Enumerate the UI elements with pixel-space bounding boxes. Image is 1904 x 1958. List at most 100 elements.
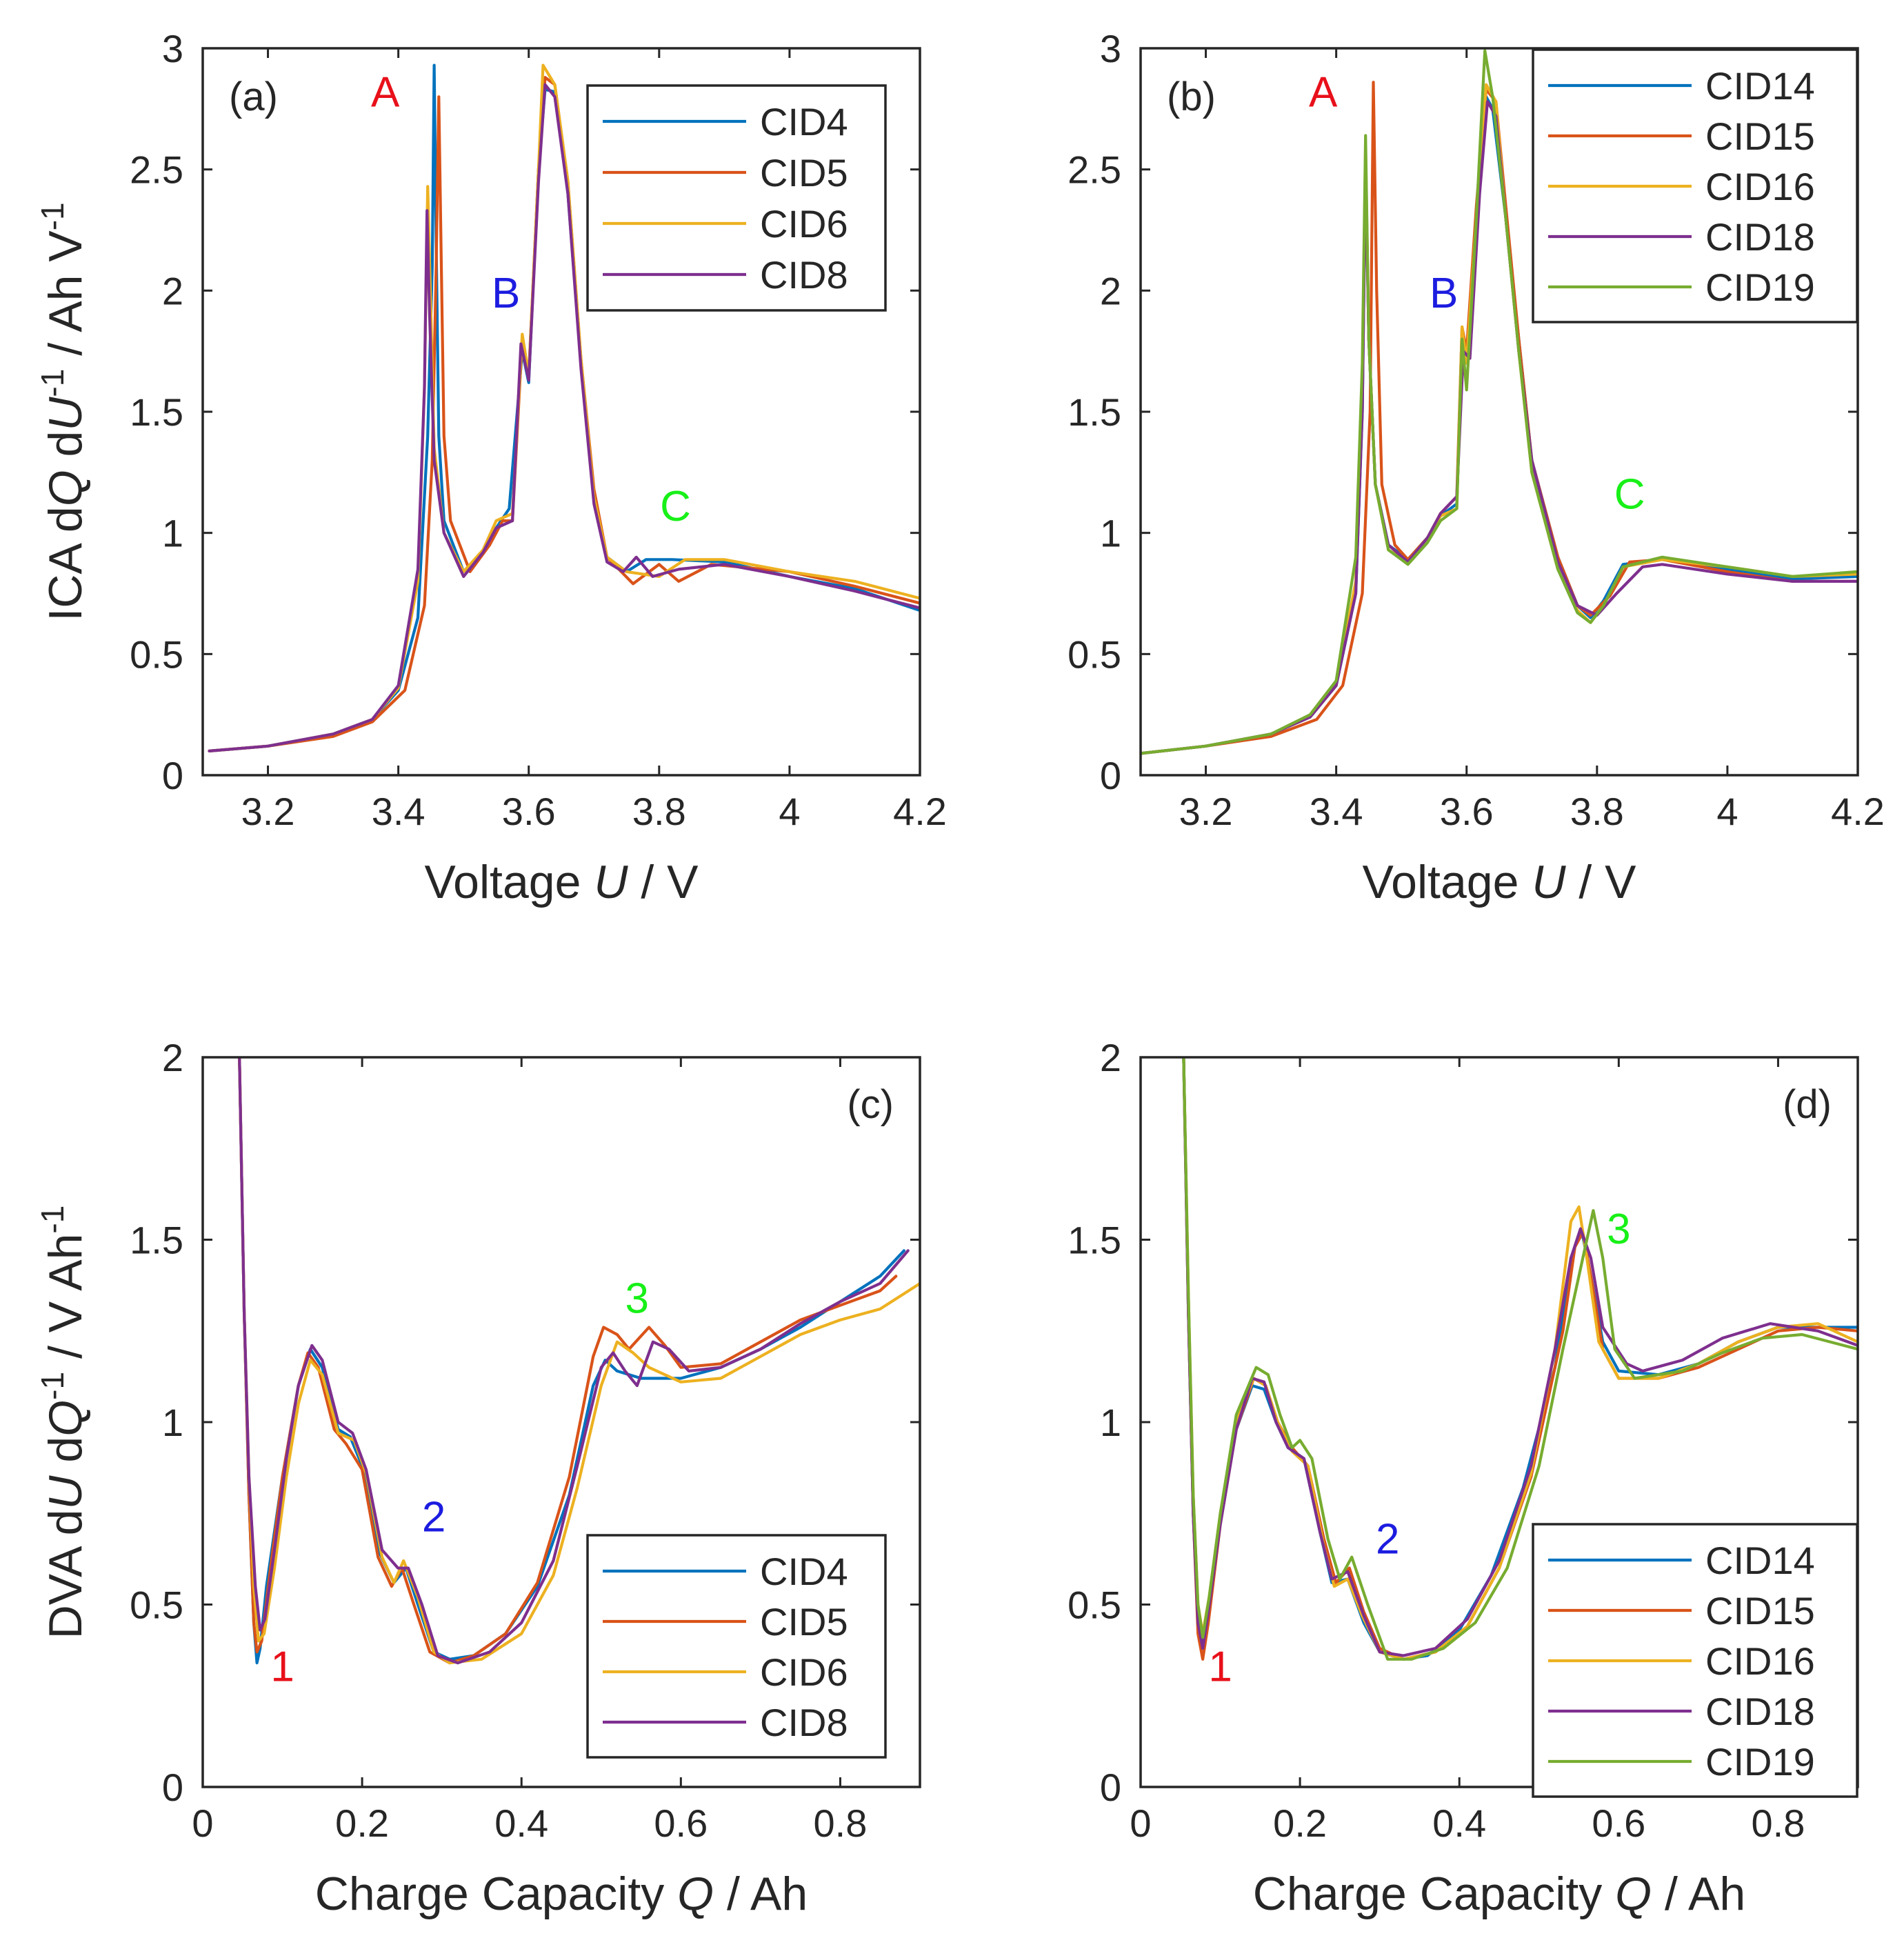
panel-b-legend-label: CID16 [1705,165,1815,208]
panel-d-ytick-label: 0.5 [1068,1584,1121,1627]
panel-a-xtick-label: 3.4 [372,790,425,833]
panel-d-legend-label: CID16 [1705,1639,1815,1683]
panel-d-ytick-label: 2 [1100,1036,1121,1079]
panel-c-series-cid8 [238,1057,910,1665]
panel-d-xtick-label: 0 [1130,1801,1151,1845]
panel-c-legend: CID4 CID5 CID6 CID8 [586,1534,887,1759]
panel-d-xtick-label: 0.4 [1432,1801,1486,1845]
panel-d-legend: CID14 CID15 CID16 CID18 CID19 [1532,1523,1858,1798]
panel-b: 3.2 3.4 3.6 3.8 4 4.2 0 0.5 1 1.5 2 2.5 3 Voltage U /… [1068,27,1885,908]
panel-b-xtick-label: 4 [1716,790,1738,833]
panel-c-ytick-label: 1.5 [130,1219,183,1262]
panel-a-annotation-a: A [371,68,400,116]
panel-b-xtick-label: 4.2 [1831,790,1885,833]
panel-d-annotation-3: 3 [1607,1206,1630,1253]
panel-a-xtick-label: 3.6 [502,790,556,833]
panel-c-xtick-label: 0.8 [814,1801,868,1845]
panel-a-xlabel: Voltage U / V [425,856,699,908]
panel-a-legend-box [586,84,887,312]
panel-b-panel-label: (b) [1167,74,1216,119]
panel-b-annotation-a: A [1309,68,1338,116]
panel-a-ytick-label: 1 [162,512,183,555]
panel-d-xtick-label: 0.8 [1752,1801,1805,1845]
panel-b-annotation-c: C [1614,471,1645,519]
panel-c-xtick-label: 0.2 [335,1801,389,1845]
panel-d-panel-label: (d) [1783,1082,1832,1127]
panel-b-xtick-label: 3.2 [1179,790,1233,833]
panel-c-annotation-3: 3 [625,1275,649,1322]
panel-a-ytick-label: 1.5 [130,390,183,434]
panel-a-legend-label: CID4 [760,100,848,143]
panel-b-ytick-label: 1 [1100,512,1121,555]
panel-c-xtick-label: 0.6 [654,1801,708,1845]
panel-b-xtick-label: 3.8 [1570,790,1624,833]
panel-b-legend-label: CID19 [1705,266,1815,309]
panel-c-legend-label: CID8 [760,1701,848,1744]
panel-d-ytick-label: 1.5 [1068,1219,1121,1262]
panel-d-ytick-label: 1 [1100,1401,1121,1444]
panel-a-ytick-label: 3 [162,27,183,70]
panel-d-xlabel: Charge Capacity Q / Ah [1253,1868,1745,1920]
panel-c-ylabel: DVA dU dQ-1 / V Ah-1 [34,1206,92,1639]
panel-c-legend-label: CID4 [760,1550,848,1593]
panel-d-xtick-label: 0.6 [1592,1801,1645,1845]
panel-c-xtick-label: 0 [192,1801,213,1845]
panel-a-annotation-b: B [492,270,520,317]
panel-a-panel-label: (a) [229,74,278,119]
panel-c-annotation-1: 1 [270,1644,294,1691]
panel-c-xlabel: Charge Capacity Q / Ah [315,1868,808,1920]
panel-d-legend-label: CID18 [1705,1690,1815,1733]
panel-b-ytick-label: 0 [1100,754,1121,797]
panel-b-ytick-label: 1.5 [1068,390,1121,434]
panel-a: 3.2 3.4 3.6 3.8 4 4.2 0 0.5 1 1.5 2 2.5 3 Voltage U /… [34,27,947,908]
panel-c-legend-label: CID5 [760,1600,848,1644]
panel-b-legend-label: CID18 [1705,215,1815,259]
panel-b-ytick-label: 2.5 [1068,148,1121,192]
panel-a-xtick-label: 3.2 [241,790,295,833]
panel-b-legend-label: CID14 [1705,64,1815,108]
panel-a-legend-label: CID6 [760,202,848,246]
panel-c-ytick-label: 2 [162,1036,183,1079]
panel-a-annotation-c: C [660,483,691,530]
panel-b-xlabel: Voltage U / V [1363,856,1637,908]
panel-a-xtick-label: 4 [779,790,800,833]
panel-a-series-cid6 [208,63,920,752]
panel-a-xtick-label: 4.2 [893,790,947,833]
panel-d-series-cid19 [1182,1057,1858,1661]
panel-c: 0 0.2 0.4 0.6 0.8 0 0.5 1 1.5 2 Charge Capacity Q … [34,1036,921,1920]
panel-c-ytick-label: 1 [162,1401,183,1444]
panel-d-legend-label: CID14 [1705,1539,1815,1582]
panel-a-ylabel: ICA dQ dU-1 / Ah V-1 [34,202,92,621]
panel-a-ytick-label: 0 [162,754,183,797]
panel-c-xtick-label: 0.4 [494,1801,548,1845]
panel-b-ytick-label: 2 [1100,269,1121,312]
panel-d-xtick-label: 0.2 [1273,1801,1327,1845]
panel-b-legend-label: CID15 [1705,114,1815,158]
panel-a-ytick-label: 2.5 [130,148,183,192]
panel-b-xtick-label: 3.6 [1440,790,1494,833]
panel-b-ytick-label: 3 [1100,27,1121,70]
panel-d-legend-label: CID15 [1705,1589,1815,1632]
panel-c-annotation-2: 2 [422,1494,445,1541]
panel-a-legend-label: CID8 [760,253,848,297]
panel-b-series-cid18 [1141,100,1858,755]
panel-c-legend-label: CID6 [760,1650,848,1694]
panel-d-annotation-2: 2 [1376,1515,1399,1563]
panel-d-ytick-label: 0 [1100,1766,1121,1809]
panel-b-legend: CID14 CID15 CID16 CID18 CID19 [1532,48,1858,323]
panel-a-xtick-label: 3.8 [632,790,686,833]
panel-d-annotation-1: 1 [1208,1644,1232,1691]
panel-c-ytick-label: 0 [162,1766,183,1809]
panel-a-ytick-label: 0.5 [130,632,183,676]
panel-a-legend: CID4 CID5 CID6 CID8 [586,84,887,312]
panel-c-series-cid5 [238,1057,898,1665]
panel-c-ytick-label: 0.5 [130,1584,183,1627]
panel-b-series-cid19 [1141,49,1858,755]
panel-b-annotation-b: B [1430,270,1458,317]
panel-b-ytick-label: 0.5 [1068,632,1121,676]
panel-d: 0 0.2 0.4 0.6 0.8 0 0.5 1 1.5 2 Charge Capacity Q … [1068,1036,1859,1920]
panel-a-ytick-label: 2 [162,269,183,312]
panel-a-legend-label: CID5 [760,151,848,194]
panel-d-legend-label: CID19 [1705,1740,1815,1784]
